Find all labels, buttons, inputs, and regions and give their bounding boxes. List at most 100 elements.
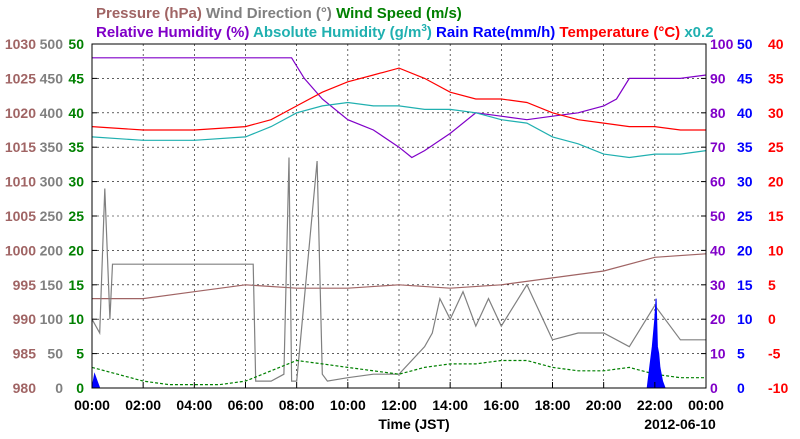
y-tick-label: 0 <box>768 311 776 327</box>
y-tick-label: 45 <box>68 70 84 86</box>
legend-text: Relative Humidity (%) Absolute Humidity … <box>96 23 714 41</box>
y-tick-label: 15 <box>768 208 784 224</box>
y-tick-label: 40 <box>768 36 784 52</box>
y-tick-label: 10 <box>737 311 753 327</box>
y-tick-label: 35 <box>737 139 753 155</box>
legend-item-tail: ) <box>427 24 432 41</box>
y-tick-label: 10 <box>710 346 726 362</box>
y-tick-label: 1030 <box>5 36 36 52</box>
legend-item: Temperature (°C) <box>555 24 680 41</box>
x-tick-label: 00:00 <box>688 397 724 413</box>
y-axis-pressure-hpa-: 1030 1025 1020 1015 1010 1005 1000 995 990 985 980 <box>5 36 36 396</box>
y-tick-label: 20 <box>768 174 784 190</box>
series-line <box>91 157 706 382</box>
y-tick-label: 50 <box>68 36 84 52</box>
legend-item: x0.2 <box>680 24 713 41</box>
y-tick-label: 450 <box>40 70 64 86</box>
y-tick-label: 80 <box>710 105 726 121</box>
y-tick-label: 20 <box>710 311 726 327</box>
y-tick-label: 10 <box>768 242 784 258</box>
y-tick-label: 25 <box>68 208 84 224</box>
y-tick-label: 150 <box>40 277 64 293</box>
x-tick-label: 10:00 <box>330 397 366 413</box>
y-tick-label: -5 <box>768 346 781 362</box>
y-tick-label: 250 <box>40 208 64 224</box>
y-tick-label: 45 <box>737 70 753 86</box>
y-tick-label: 500 <box>40 36 64 52</box>
y-tick-label: 995 <box>13 277 37 293</box>
x-tick-label: 12:00 <box>381 397 417 413</box>
x-tick-label: 18:00 <box>535 397 571 413</box>
y-tick-label: 30 <box>737 174 753 190</box>
y-tick-label: 70 <box>710 139 726 155</box>
legend-item: Wind Direction (°) <box>202 5 332 22</box>
y-tick-label: 200 <box>40 242 64 258</box>
y-tick-label: 985 <box>13 346 37 362</box>
y-tick-label: 10 <box>68 311 84 327</box>
y-axis-temperature-c-: 40 35 30 25 20 15 10 5 0 -5 -10 <box>768 36 788 396</box>
y-tick-label: 0 <box>55 380 63 396</box>
y-tick-label: 15 <box>68 277 84 293</box>
y-tick-label: 15 <box>737 277 753 293</box>
y-tick-label: 0 <box>710 380 718 396</box>
y-tick-label: 40 <box>68 105 84 121</box>
x-tick-label: 20:00 <box>586 397 622 413</box>
series-layer <box>91 57 707 389</box>
x-axis-title: Time (JST) <box>378 416 449 432</box>
x-tick-label: 08:00 <box>279 397 315 413</box>
x-tick-label: 04:00 <box>176 397 212 413</box>
x-tick-label: 02:00 <box>125 397 161 413</box>
y-tick-label: 980 <box>13 380 37 396</box>
series-line <box>92 57 707 159</box>
y-tick-label: 50 <box>737 36 753 52</box>
legend-superscript: 3 <box>421 23 427 34</box>
y-tick-label: 60 <box>710 174 726 190</box>
y-tick-label: 0 <box>737 380 745 396</box>
y-tick-label: 20 <box>68 242 84 258</box>
legend-row-2: Relative Humidity (%) Absolute Humidity … <box>96 23 714 41</box>
y-tick-label: 5 <box>737 346 745 362</box>
y-tick-label: 25 <box>768 139 784 155</box>
x-tick-label: 14:00 <box>432 397 468 413</box>
legend-item: Relative Humidity (%) <box>96 24 249 41</box>
y-tick-label: 100 <box>710 36 734 52</box>
legend-item: Rain Rate(mm/h) <box>432 24 555 41</box>
y-tick-label: 1015 <box>5 139 36 155</box>
y-tick-label: 100 <box>40 311 64 327</box>
y-tick-label: 1005 <box>5 208 36 224</box>
series-line <box>91 101 707 159</box>
y-tick-label: 30 <box>768 105 784 121</box>
y-tick-label: 300 <box>40 174 64 190</box>
x-tick-label: 06:00 <box>228 397 264 413</box>
x-tick-label: 00:00 <box>74 397 110 413</box>
y-tick-label: 0 <box>76 380 84 396</box>
y-tick-label: 25 <box>737 208 753 224</box>
x-tick-label: 16:00 <box>483 397 519 413</box>
y-tick-label: 90 <box>710 70 726 86</box>
y-tick-label: 1025 <box>5 70 36 86</box>
y-tick-label: 990 <box>13 311 37 327</box>
legend-item: Pressure (hPa) <box>96 5 202 22</box>
legend-text: Pressure (hPa) Wind Direction (°) Wind S… <box>96 5 462 22</box>
legend-item: Absolute Humidity (g/m <box>249 24 421 41</box>
y-tick-label: 1020 <box>5 105 36 121</box>
x-axis: 00:00 02:00 04:00 06:00 08:00 10:00 12:00 14:00… <box>74 382 724 413</box>
y-tick-label: 40 <box>737 105 753 121</box>
date-label: 2012-06-10 <box>644 416 716 432</box>
y-tick-label: 35 <box>768 70 784 86</box>
y-tick-label: 1000 <box>5 242 36 258</box>
y-tick-label: 1010 <box>5 174 36 190</box>
y-tick-label: 40 <box>710 242 726 258</box>
legend-row-1: Pressure (hPa) Wind Direction (°) Wind S… <box>96 5 462 22</box>
y-tick-label: 50 <box>47 346 63 362</box>
y-tick-label: 350 <box>40 139 64 155</box>
y-tick-label: 50 <box>710 208 726 224</box>
x-tick-label: 22:00 <box>637 397 673 413</box>
